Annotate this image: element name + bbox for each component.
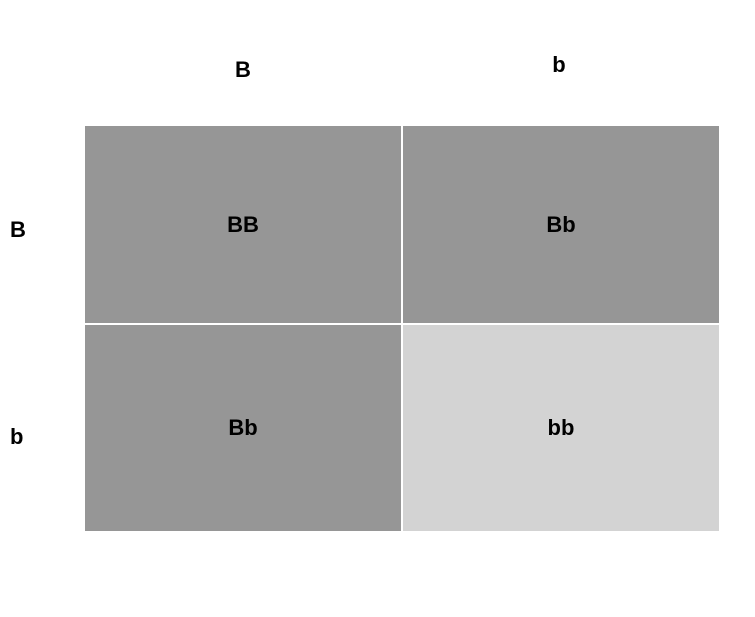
row-headers: B b xyxy=(10,126,85,540)
row-header-2: b xyxy=(10,333,85,540)
grid-wrapper: B b BB Bb Bb bb xyxy=(10,126,719,540)
column-headers: B b xyxy=(85,50,719,90)
cell-0-0: BB xyxy=(85,126,401,323)
cell-0-1: Bb xyxy=(403,126,719,323)
cell-1-1: bb xyxy=(403,325,719,531)
row-header-1: B xyxy=(10,126,85,333)
punnett-square: B b B b BB Bb Bb bb xyxy=(10,50,719,540)
col-header-1: B xyxy=(85,57,401,83)
col-header-2: b xyxy=(401,52,717,78)
cell-1-0: Bb xyxy=(85,325,401,531)
punnett-grid: BB Bb Bb bb xyxy=(85,126,719,540)
